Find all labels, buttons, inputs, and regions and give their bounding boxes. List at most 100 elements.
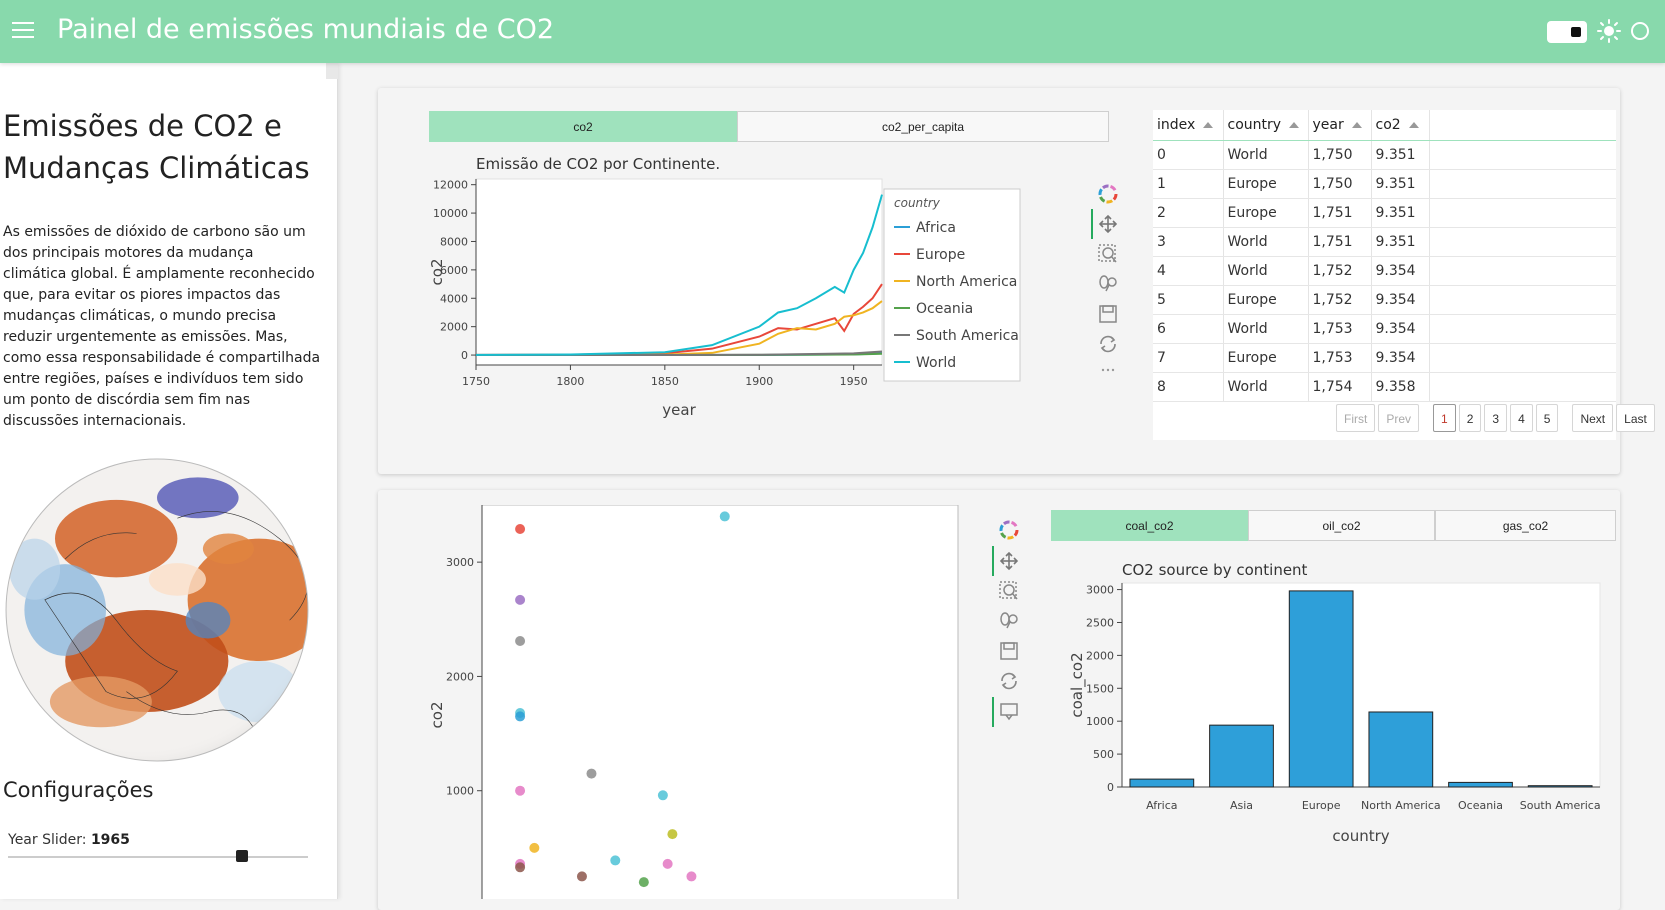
bar-europe (1288, 590, 1354, 788)
theme-toggle[interactable] (1547, 21, 1587, 43)
table-cell-year: 1,753 (1308, 343, 1372, 373)
scatter-plot-area (481, 505, 959, 899)
page-3-button[interactable]: 3 (1484, 404, 1508, 432)
table-row[interactable]: 7 Europe 1,753 9.354 (1153, 343, 1616, 373)
table-row[interactable]: 8 World 1,754 9.358 (1153, 372, 1616, 402)
table-cell-year: 1,750 (1308, 169, 1372, 199)
page-2-button[interactable]: 2 (1458, 404, 1482, 432)
table-cell-year: 1,754 (1308, 372, 1372, 402)
table-row[interactable]: 1 Europe 1,750 9.351 (1153, 169, 1616, 199)
scatter-point (515, 711, 526, 722)
sort-arrow-icon[interactable] (1408, 121, 1419, 128)
x-tick-label: 1850 (651, 375, 679, 388)
table-row[interactable]: 2 Europe 1,751 9.351 (1153, 198, 1616, 228)
table-row[interactable]: 5 Europe 1,752 9.354 (1153, 285, 1616, 315)
tab-gas-co2[interactable]: gas_co2 (1435, 510, 1616, 541)
save-icon[interactable] (1097, 303, 1119, 325)
y-tick-label: 12000 (433, 179, 468, 192)
table-cell-filler (1429, 285, 1616, 315)
x-tick-label: 1800 (556, 375, 584, 388)
box-zoom-icon[interactable] (998, 580, 1020, 602)
page-5-button[interactable]: 5 (1535, 404, 1559, 432)
table-cell-co2: 9.354 (1371, 285, 1430, 315)
tab-coal-co2[interactable]: coal_co2 (1051, 510, 1248, 541)
table-cell-filler (1429, 198, 1616, 228)
active-tool-indicator (1091, 209, 1093, 239)
tab-oil-co2[interactable]: oil_co2 (1248, 510, 1435, 541)
table-row[interactable]: 6 World 1,753 9.354 (1153, 314, 1616, 344)
sun-icon[interactable] (1597, 19, 1621, 43)
scatter-point (515, 862, 526, 873)
pan-icon[interactable] (998, 550, 1020, 572)
y-tick-label: 1500 (1086, 682, 1114, 695)
bar-africa (1129, 778, 1195, 788)
circle-icon[interactable] (1631, 22, 1649, 40)
app-title: Painel de emissões mundiais de CO2 (57, 14, 555, 45)
table-cell-co2: 9.351 (1371, 227, 1430, 257)
tab-co2-per-capita[interactable]: co2_per_capita (737, 111, 1109, 142)
reset-icon[interactable] (1097, 333, 1119, 355)
x-tick-label: 1750 (462, 375, 490, 388)
line-chart-title: Emissão de CO2 por Continente. (476, 155, 720, 173)
coal-bar-chart[interactable]: CO2 source by continent 0 500 1000 1500 2000 2… (1060, 555, 1620, 855)
page-4-button[interactable]: 4 (1510, 404, 1533, 432)
save-icon[interactable] (998, 640, 1020, 662)
table-cell-country: Europe (1223, 169, 1309, 199)
table-row[interactable]: 0 World 1,750 9.351 (1153, 140, 1616, 170)
table-cell-year: 1,750 (1308, 140, 1372, 170)
column-header-co2-label: co2 (1375, 116, 1401, 133)
wheel-zoom-icon[interactable] (1097, 273, 1119, 295)
table-cell-country: World (1223, 256, 1309, 286)
legend-item-world: World (916, 355, 956, 371)
sort-arrow-icon[interactable] (1203, 121, 1214, 128)
year-slider-value: 1965 (90, 832, 130, 848)
wheel-zoom-icon[interactable] (998, 610, 1020, 632)
reset-icon[interactable] (998, 670, 1020, 692)
tab-co2[interactable]: co2 (429, 111, 737, 142)
table-row[interactable]: 3 World 1,751 9.351 (1153, 227, 1616, 257)
column-header-co2[interactable]: co2 (1371, 110, 1430, 141)
co2-scatter-chart[interactable]: 1000 2000 3000 co2 (420, 505, 1000, 899)
prev-page-button[interactable]: Prev (1378, 404, 1420, 432)
table-cell-co2: 9.354 (1371, 256, 1430, 286)
first-page-button[interactable]: First (1336, 404, 1376, 432)
last-page-button[interactable]: Last (1616, 404, 1655, 432)
table-cell-co2: 9.358 (1371, 372, 1430, 402)
y-tick-label: 2500 (1086, 616, 1114, 629)
y-tick-label: 500 (1093, 748, 1114, 761)
table-cell-index: 0 (1153, 140, 1224, 170)
column-header-index[interactable]: index (1153, 110, 1224, 141)
x-tick-label: 1900 (745, 375, 773, 388)
scatter-point (610, 855, 621, 866)
column-header-index-label: index (1157, 116, 1196, 133)
table-cell-co2: 9.351 (1371, 140, 1430, 170)
sidebar-title: Emissões de CO2 e Mudanças Climáticas (3, 109, 310, 185)
box-zoom-icon[interactable] (1097, 243, 1119, 265)
sort-arrow-icon[interactable] (1351, 121, 1362, 128)
page-1-button[interactable]: 1 (1433, 404, 1456, 432)
x-axis-label: country (1332, 827, 1389, 845)
next-page-button[interactable]: Next (1572, 404, 1614, 432)
year-slider-handle[interactable] (236, 850, 248, 862)
table-cell-index: 1 (1153, 169, 1224, 199)
more-tools-icon[interactable] (1097, 359, 1119, 381)
menu-icon[interactable] (12, 22, 34, 40)
bar-north-america (1368, 711, 1434, 788)
year-slider-label: Year Slider: 1965 (8, 832, 130, 848)
sidebar-scrollbar[interactable] (326, 63, 338, 79)
hover-icon[interactable] (998, 700, 1020, 722)
co2-line-chart[interactable]: Emissão de CO2 por Continente. 0 2000 4000 6… (420, 155, 1080, 455)
column-header-year[interactable]: year (1308, 110, 1372, 141)
sort-arrow-icon[interactable] (1289, 121, 1300, 128)
pan-icon[interactable] (1097, 213, 1119, 235)
year-slider-track[interactable] (8, 856, 308, 858)
table-row[interactable]: 4 World 1,752 9.354 (1153, 256, 1616, 286)
bokeh-logo-icon[interactable] (998, 519, 1020, 541)
y-tick-label: 10000 (433, 207, 468, 220)
bar-asia (1209, 724, 1274, 788)
column-header-country[interactable]: country (1223, 110, 1309, 141)
line-chart-plot-area (475, 178, 883, 366)
scatter-point (657, 790, 668, 801)
bokeh-logo-icon[interactable] (1097, 183, 1119, 205)
table-cell-year: 1,753 (1308, 314, 1372, 344)
